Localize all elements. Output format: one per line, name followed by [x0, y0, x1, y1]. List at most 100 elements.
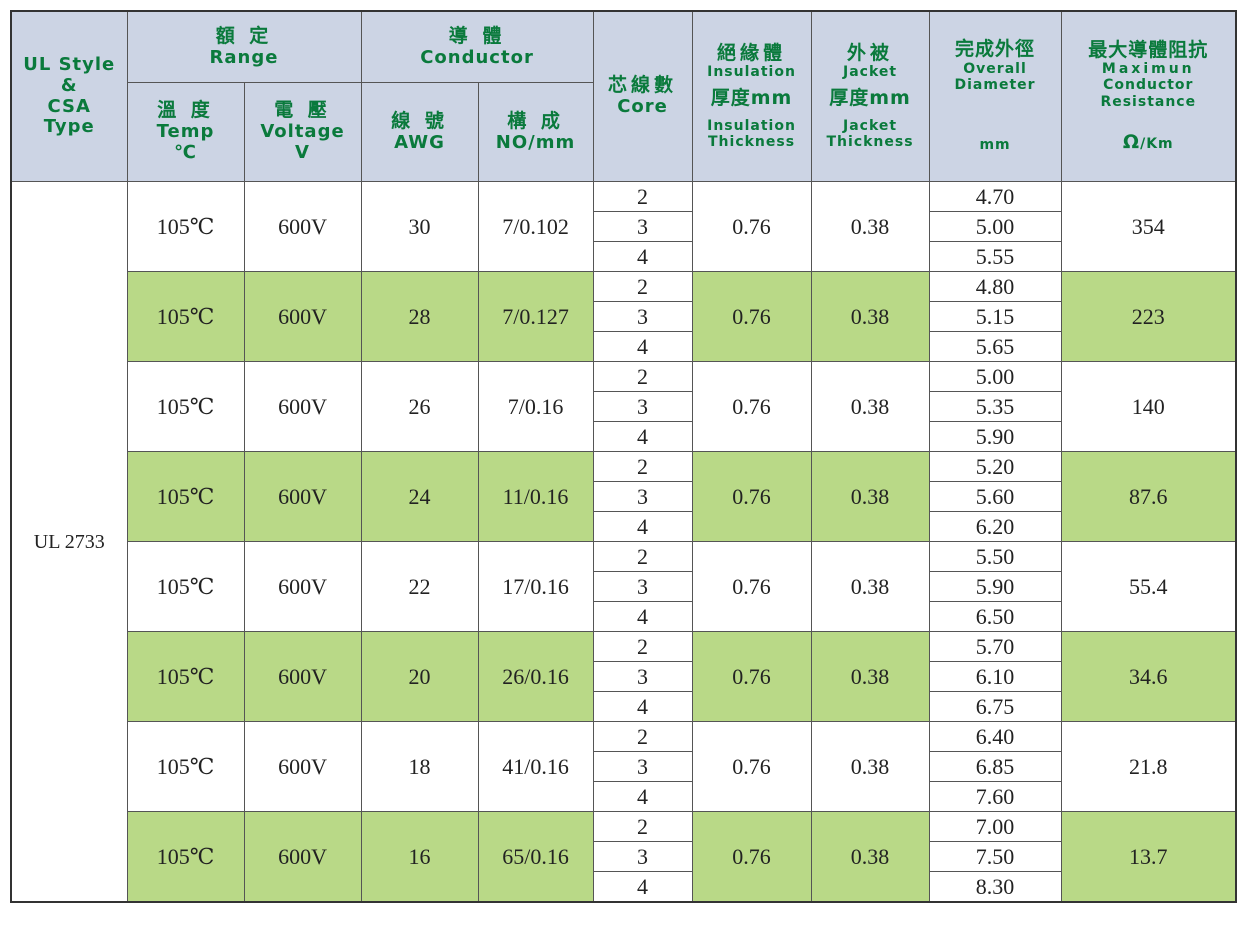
voltage-cell: 600V [243, 271, 362, 362]
core-count-cell: 4 [592, 691, 693, 722]
voltage-cell: 600V [243, 541, 362, 632]
header-od-zh: 完成外徑 [955, 38, 1036, 61]
header-insulation-en: Insulation [707, 64, 796, 81]
header-jacket-zh: 外被 [847, 41, 894, 64]
core-count-cell: 3 [592, 211, 693, 242]
header-temp-unit: ℃ [174, 141, 197, 163]
jacket-thickness-cell: 0.38 [810, 271, 930, 362]
table-row: 4 6.75 [11, 691, 1236, 722]
overall-diameter-cell: 5.20 [928, 451, 1062, 482]
header-construction-zh: 構 成 [507, 109, 564, 132]
core-count-cell: 3 [592, 751, 693, 782]
insulation-thickness-cell: 0.76 [691, 541, 812, 632]
table-row: 4 6.50 [11, 601, 1236, 632]
core-count-cell: 2 [592, 361, 693, 392]
header-core-en: Core [617, 96, 668, 118]
header-construction-en: NO/mm [495, 131, 576, 153]
construction-cell: 7/0.16 [477, 361, 594, 452]
overall-diameter-cell: 5.35 [928, 391, 1062, 422]
core-count-cell: 2 [592, 181, 693, 212]
awg-cell: 18 [360, 721, 479, 812]
construction-cell: 41/0.16 [477, 721, 594, 812]
jacket-thickness-cell: 0.38 [810, 451, 930, 542]
table-row: 105℃ 600V 26 7/0.16 2 0.76 0.38 5.00 140 [11, 361, 1237, 452]
resistance-cell: 223 [1060, 271, 1237, 362]
insulation-thickness-cell: 0.76 [691, 631, 812, 722]
header-ul-style-line3: CSA [47, 95, 91, 117]
header-res-en2: Conductor [1103, 77, 1194, 94]
table-row: 4 8.30 [11, 871, 1236, 903]
resistance-cell: 354 [1060, 181, 1237, 272]
temp-cell: 105℃ [126, 181, 245, 272]
construction-cell: 7/0.127 [477, 271, 594, 362]
resistance-cell: 55.4 [1060, 541, 1237, 632]
construction-cell: 11/0.16 [477, 451, 594, 542]
header-range-en: Range [209, 46, 279, 68]
table-row: 3 5.15 [11, 301, 1236, 332]
temp-cell: 105℃ [126, 721, 245, 812]
voltage-cell: 600V [243, 451, 362, 542]
core-count-cell: 2 [592, 721, 693, 752]
core-count-cell: 4 [592, 241, 693, 272]
overall-diameter-cell: 5.90 [928, 421, 1062, 452]
insulation-thickness-cell: 0.76 [691, 451, 812, 542]
overall-diameter-cell: 5.90 [928, 571, 1062, 602]
ul-style-cell: UL 2733 [10, 181, 128, 903]
header-voltage-unit: V [295, 141, 310, 163]
voltage-cell: 600V [243, 811, 362, 903]
jacket-thickness-cell: 0.38 [810, 361, 930, 452]
overall-diameter-cell: 4.70 [928, 181, 1062, 212]
overall-diameter-cell: 7.50 [928, 841, 1062, 872]
insulation-thickness-cell: 0.76 [691, 721, 812, 812]
core-count-cell: 3 [592, 481, 693, 512]
awg-cell: 20 [360, 631, 479, 722]
table-row: 4 7.60 [11, 781, 1236, 812]
core-count-cell: 4 [592, 781, 693, 812]
header-jacket-en: Jacket [842, 64, 898, 81]
voltage-cell: 600V [243, 631, 362, 722]
overall-diameter-cell: 4.80 [928, 271, 1062, 302]
header-res-zh: 最大導體阻抗 [1088, 38, 1209, 61]
table-row: 105℃ 600V 18 41/0.16 2 0.76 0.38 6.40 21.8 [11, 721, 1237, 812]
header-res-en1: Maximun [1101, 61, 1195, 78]
awg-cell: 28 [360, 271, 479, 362]
header-voltage: 電 壓 Voltage V [243, 82, 362, 182]
cable-spec-table: UL Style & CSA Type 額 定 Range 導 體 Conduc… [10, 10, 1238, 903]
header-od-en2: Diameter [954, 77, 1036, 94]
header-range: 額 定 Range [126, 10, 362, 83]
header-ul-style-line2: & [60, 74, 78, 96]
header-insulation-zh: 絕緣體 [717, 41, 787, 64]
overall-diameter-cell: 5.00 [928, 211, 1062, 242]
table-row: 4 5.90 [11, 421, 1236, 452]
voltage-cell: 600V [243, 181, 362, 272]
temp-cell: 105℃ [126, 811, 245, 903]
core-count-cell: 4 [592, 421, 693, 452]
header-ul-style-line1: UL Style [23, 54, 116, 76]
overall-diameter-cell: 5.15 [928, 301, 1062, 332]
jacket-thickness-cell: 0.38 [810, 181, 930, 272]
insulation-thickness-cell: 0.76 [691, 271, 812, 362]
temp-cell: 105℃ [126, 451, 245, 542]
header-construction: 構 成 NO/mm [477, 82, 594, 182]
construction-cell: 26/0.16 [477, 631, 594, 722]
header-od-unit: mm [979, 137, 1011, 154]
header-insulation-thickness-zh: 厚度mm [710, 87, 793, 110]
resistance-cell: 87.6 [1060, 451, 1237, 542]
construction-cell: 17/0.16 [477, 541, 594, 632]
table-row: 105℃ 600V 22 17/0.16 2 0.76 0.38 5.50 55.4 [11, 541, 1237, 632]
temp-cell: 105℃ [126, 361, 245, 452]
header-core-zh: 芯線數 [608, 74, 678, 97]
overall-diameter-cell: 6.50 [928, 601, 1062, 632]
header-jacket-thickness-en1: Jacket [842, 118, 898, 135]
overall-diameter-cell: 5.55 [928, 241, 1062, 272]
construction-cell: 65/0.16 [477, 811, 594, 903]
header-res-unit: Ω/Km [1062, 131, 1235, 154]
resistance-cell: 34.6 [1060, 631, 1237, 722]
header-res-en3: Resistance [1100, 93, 1197, 110]
header-conductor: 導 體 Conductor [360, 10, 594, 83]
table-row: 105℃ 600V 20 26/0.16 2 0.76 0.38 5.70 34.6 [11, 631, 1237, 722]
core-count-cell: 2 [592, 271, 693, 302]
table-row: 105℃ 600V 28 7/0.127 2 0.76 0.38 4.80 223 [11, 271, 1237, 362]
overall-diameter-cell: 6.20 [928, 511, 1062, 542]
header-voltage-zh: 電 壓 [274, 99, 331, 122]
